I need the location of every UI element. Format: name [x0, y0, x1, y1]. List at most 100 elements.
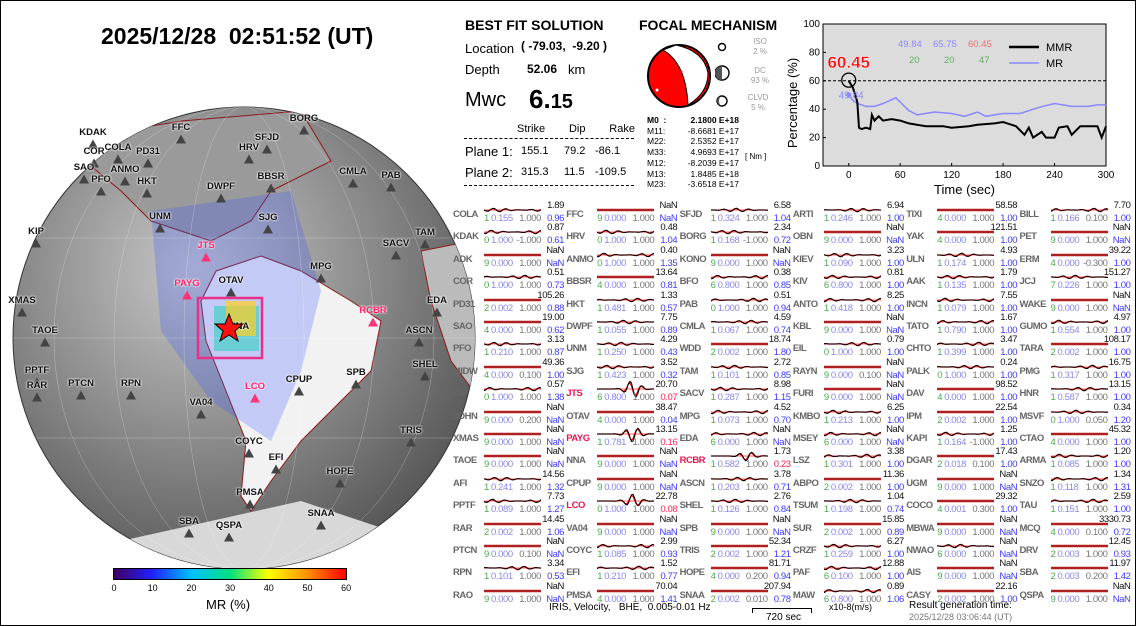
station-cell[interactable]: UGM NaN 9 0.000 1.000 NaN: [906, 469, 1019, 493]
station-cell[interactable]: HOPE 81.71 4 0.000 0.200 0.94: [680, 558, 793, 582]
station-cell[interactable]: FURI NaN 9 0.000 1.000 NaN: [793, 379, 906, 403]
station-marker-icon[interactable]: [224, 532, 234, 542]
station-cell[interactable]: DAV 98.52 4 0.000 1.000 1.00: [906, 379, 1019, 403]
station-cell[interactable]: PAYG 13.15 1 0.781 1.000 0.16: [566, 424, 679, 448]
station-marker-icon[interactable]: [17, 307, 27, 317]
station-cell[interactable]: PALK 0.24 0 1.000 1.000 1.00: [906, 357, 1019, 381]
station-cell[interactable]: CPUP NaN 9 0.000 1.000 NaN: [566, 469, 679, 493]
station-marker-icon[interactable]: [420, 239, 430, 249]
station-cell[interactable]: OBN NaN 9 0.000 1.000 NaN: [793, 222, 906, 246]
station-cell[interactable]: DGAR 17.43 2 0.018 0.100 1.00: [906, 446, 1019, 470]
station-cell[interactable]: ARTI 6.94 1 0.246 1.000 1.00: [793, 200, 906, 224]
station-cell[interactable]: BFO 0.38 6 0.800 1.000 0.85: [680, 267, 793, 291]
station-cell[interactable]: PTCN NaN 9 0.000 0.100 NaN: [453, 536, 566, 560]
station-marker-icon[interactable]: [245, 499, 255, 509]
station-marker-icon[interactable]: [120, 176, 130, 186]
station-cell[interactable]: EIL 0.79 0 1.000 1.000 1.00: [793, 334, 906, 358]
station-cell[interactable]: PET NaN 9 0.000 1.000 NaN: [1020, 222, 1133, 246]
station-cell[interactable]: TAOE NaN 9 0.000 1.000 NaN: [453, 446, 566, 470]
station-marker-icon[interactable]: [316, 273, 326, 283]
station-marker-icon[interactable]: [155, 223, 165, 233]
station-cell[interactable]: JTS 20.70 6 0.800 1.000 0.07: [566, 379, 679, 403]
station-marker-icon[interactable]: [113, 154, 123, 164]
station-cell[interactable]: KIP 0.57 0 1.000 1.000 1.38: [453, 379, 566, 403]
station-cell[interactable]: INCN 7.55 1 0.079 1.000 1.00: [906, 290, 1019, 314]
station-marker-icon[interactable]: [299, 125, 309, 135]
station-cell[interactable]: BILL 7.70 1 0.166 0.100 1.00: [1020, 200, 1133, 224]
station-cell[interactable]: TARA 108.17 2 0.002 1.000 1.00: [1020, 334, 1133, 358]
station-cell[interactable]: FFC NaN 9 0.000 1.000 NaN: [566, 200, 679, 224]
station-cell[interactable]: KAPI 1.25 1 0.164 -1.000 1.00: [906, 424, 1019, 448]
station-cell[interactable]: CASY 22.16 2 0.002 1.000 1.00: [906, 581, 1019, 605]
station-marker-icon[interactable]: [271, 464, 281, 474]
station-cell[interactable]: SPB NaN 9 0.000 1.000 NaN: [680, 514, 793, 538]
station-cell[interactable]: LCO 22.78 0 1.000 1.000 0.08: [566, 491, 679, 515]
station-marker-icon[interactable]: [182, 290, 192, 300]
station-marker-icon[interactable]: [40, 337, 50, 347]
station-marker-icon[interactable]: [76, 390, 86, 400]
station-cell[interactable]: PFO 3.13 1 0.210 1.000 0.87: [453, 334, 566, 358]
station-marker-icon[interactable]: [126, 390, 136, 400]
station-cell[interactable]: GUMO 4.97 1 0.554 1.000 1.00: [1020, 312, 1133, 336]
station-cell[interactable]: EDA NaN 6 0.000 1.000 NaN: [680, 424, 793, 448]
station-cell[interactable]: BORG 2.34 1 0.168 -1.000 0.72: [680, 222, 793, 246]
station-cell[interactable]: RAO NaN 9 0.000 1.000 NaN: [453, 581, 566, 605]
station-cell[interactable]: UNM 4.29 1 0.250 1.000 0.43: [566, 334, 679, 358]
station-cell[interactable]: NWAO NaN 6 0.000 1.000 NaN: [906, 536, 1019, 560]
station-cell[interactable]: SBA 11.97 2 0.003 0.200 1.42: [1020, 558, 1133, 582]
station-cell[interactable]: SFJD 6.58 1 0.324 1.000 1.04: [680, 200, 793, 224]
station-cell[interactable]: SNZO 1.34 1 0.118 1.000 1.31: [1020, 469, 1133, 493]
station-marker-icon[interactable]: [316, 520, 326, 530]
station-cell[interactable]: COYC 2.99 1 0.085 1.000 0.93: [566, 536, 679, 560]
station-marker-icon[interactable]: [176, 134, 186, 144]
station-marker-icon[interactable]: [244, 154, 254, 164]
station-cell[interactable]: KDAK 0.87 0 1.000 -1.000 0.61: [453, 222, 566, 246]
station-cell[interactable]: DWPF 7.75 1 0.055 1.000 0.89: [566, 312, 679, 336]
station-marker-icon[interactable]: [32, 392, 42, 402]
station-cell[interactable]: TSUM 1.04 1 0.198 1.000 0.74: [793, 491, 906, 515]
station-cell[interactable]: KIV 0.81 6 0.800 1.000 1.00: [793, 267, 906, 291]
station-marker-icon[interactable]: [351, 379, 361, 389]
station-cell[interactable]: SNAA 207.94 2 0.002 0.010 0.78: [680, 581, 793, 605]
station-cell[interactable]: COR 0.51 0 1.000 1.000 0.73: [453, 267, 566, 291]
station-cell[interactable]: TAM 2.72 1 0.101 1.000 0.85: [680, 357, 793, 381]
station-cell[interactable]: CRZF 6.27 1 0.259 1.000 1.00: [793, 536, 906, 560]
station-marker-icon[interactable]: [432, 307, 442, 317]
station-marker-icon[interactable]: [420, 371, 430, 381]
station-marker-icon[interactable]: [266, 183, 276, 193]
station-cell[interactable]: PAF 12.88 6 0.100 1.000 1.00: [793, 558, 906, 582]
station-cell[interactable]: YAK 121.51 4 0.000 1.000 1.00: [906, 222, 1019, 246]
station-cell[interactable]: MCQ 3330.73 4 0.000 0.100 0.72: [1020, 514, 1133, 538]
station-cell[interactable]: HRV 0.48 0 1.000 1.000 1.04: [566, 222, 679, 246]
station-marker-icon[interactable]: [79, 174, 89, 184]
station-marker-icon[interactable]: [262, 144, 272, 154]
station-cell[interactable]: KONO NaN 9 0.000 1.000 NaN: [680, 245, 793, 269]
station-cell[interactable]: WDD 18.74 2 0.002 1.000 1.80: [680, 334, 793, 358]
station-cell[interactable]: CTAO 45.32 4 0.000 1.000 1.00: [1020, 424, 1133, 448]
station-cell[interactable]: TRIS 52.34 2 0.002 1.000 1.21: [680, 536, 793, 560]
station-cell[interactable]: SHEL 2.76 1 0.126 1.000 0.84: [680, 491, 793, 515]
station-cell[interactable]: ANMO 0.40 0 1.000 1.000 1.35: [566, 245, 679, 269]
station-cell[interactable]: ASCN 3.78 1 0.203 1.000 0.71: [680, 469, 793, 493]
station-cell[interactable]: PD31 105.26 2 0.002 1.000 0.88: [453, 290, 566, 314]
station-cell[interactable]: OTAV 38.47 4 0.000 1.000 0.04: [566, 402, 679, 426]
station-cell[interactable]: TAU 2.59 1 0.151 1.000 1.00: [1020, 491, 1133, 515]
station-cell[interactable]: BBSR 13.64 4 0.000 1.000 0.81: [566, 267, 679, 291]
station-cell[interactable]: KBL NaN 9 0.000 1.000 NaN: [793, 312, 906, 336]
station-cell[interactable]: JCJ 151.27 7 0.226 1.000 1.00: [1020, 267, 1133, 291]
station-marker-icon[interactable]: [216, 193, 226, 203]
station-cell[interactable]: ANTO 8.25 1 0.418 1.000 1.00: [793, 290, 906, 314]
station-cell[interactable]: SJG 3.52 1 0.423 1.000 0.32: [566, 357, 679, 381]
station-cell[interactable]: TIXI 58.58 4 0.000 1.000 1.00: [906, 200, 1019, 224]
station-cell[interactable]: AIS NaN 9 0.000 1.000 NaN: [906, 558, 1019, 582]
station-cell[interactable]: SACV 8.98 1 0.287 1.000 1.15: [680, 379, 793, 403]
station-cell[interactable]: SAO 19.00 4 0.000 1.000 0.62: [453, 312, 566, 336]
station-cell[interactable]: CHTO 3.47 1 0.399 1.000 1.00: [906, 334, 1019, 358]
station-marker-icon[interactable]: [196, 409, 206, 419]
station-cell[interactable]: ABPO 11.36 2 0.002 1.000 1.00: [793, 469, 906, 493]
station-cell[interactable]: PAB 0.51 0 1.000 1.000 0.94: [680, 290, 793, 314]
station-cell[interactable]: ARMA 1.20 1 0.085 1.000 1.00: [1020, 446, 1133, 470]
station-marker-icon[interactable]: [142, 188, 152, 198]
station-cell[interactable]: TATO 1.67 1 0.790 1.000 1.00: [906, 312, 1019, 336]
station-marker-icon[interactable]: [201, 252, 211, 262]
